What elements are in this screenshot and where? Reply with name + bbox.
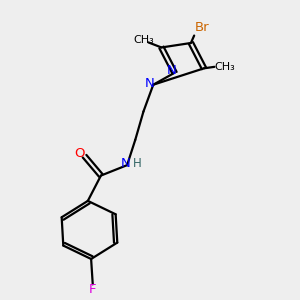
Text: H: H	[133, 157, 142, 170]
Text: CH₃: CH₃	[214, 62, 235, 72]
Text: CH₃: CH₃	[133, 35, 154, 45]
Text: F: F	[89, 283, 97, 296]
Text: O: O	[74, 147, 85, 160]
Text: N: N	[121, 157, 130, 169]
Text: N: N	[167, 64, 177, 77]
Text: N: N	[145, 77, 154, 90]
Text: Br: Br	[195, 21, 209, 34]
